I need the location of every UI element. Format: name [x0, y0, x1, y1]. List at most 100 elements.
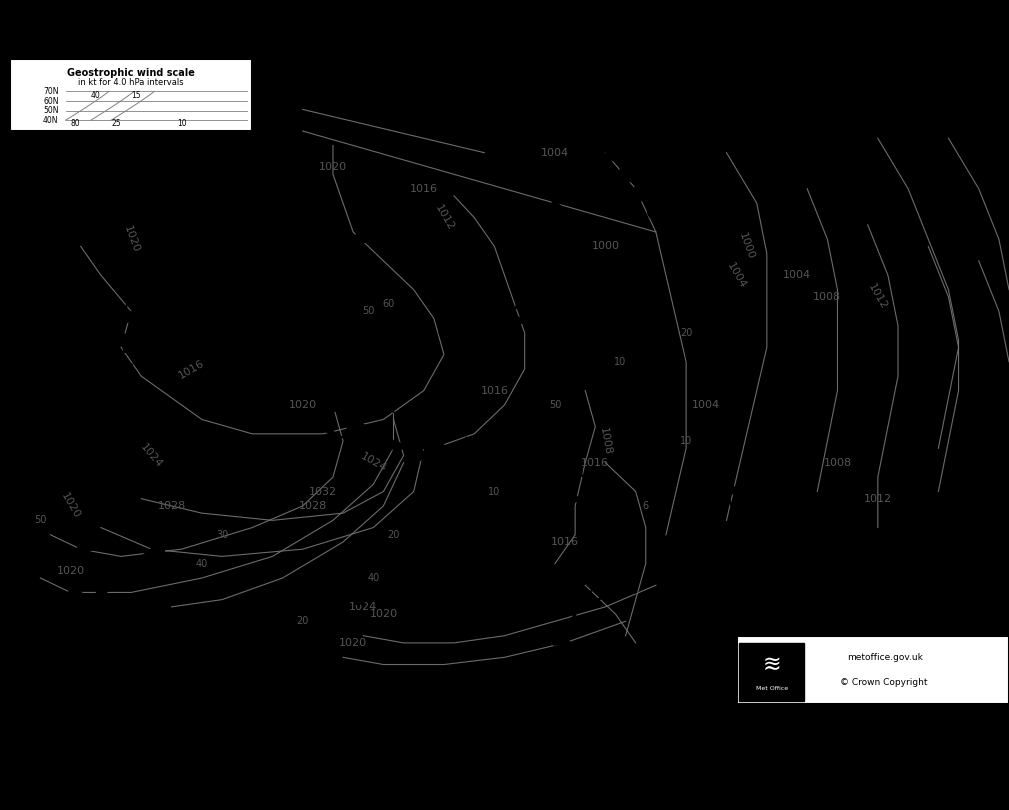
- Polygon shape: [393, 590, 406, 600]
- Polygon shape: [100, 424, 119, 440]
- Polygon shape: [141, 216, 160, 232]
- Polygon shape: [72, 563, 92, 578]
- Polygon shape: [554, 597, 569, 608]
- Polygon shape: [623, 584, 638, 595]
- Polygon shape: [464, 316, 477, 326]
- Polygon shape: [240, 247, 266, 265]
- Polygon shape: [692, 235, 709, 247]
- Text: 40: 40: [367, 573, 379, 583]
- Text: 1020: 1020: [369, 609, 398, 619]
- Polygon shape: [543, 219, 559, 232]
- Text: 1024: 1024: [138, 441, 164, 470]
- Polygon shape: [160, 529, 176, 539]
- Polygon shape: [264, 403, 283, 416]
- Polygon shape: [441, 457, 459, 469]
- Polygon shape: [690, 370, 707, 382]
- Text: 1020: 1020: [289, 400, 317, 410]
- Text: 1009: 1009: [18, 367, 63, 386]
- Text: 1024: 1024: [358, 451, 388, 474]
- Polygon shape: [302, 309, 318, 320]
- Polygon shape: [221, 379, 239, 392]
- Text: 999: 999: [704, 446, 739, 464]
- Polygon shape: [189, 304, 211, 324]
- Text: ×: ×: [195, 316, 205, 329]
- Text: 1010: 1010: [260, 302, 305, 320]
- Polygon shape: [620, 163, 640, 181]
- Polygon shape: [185, 350, 203, 362]
- Text: 1008: 1008: [321, 620, 365, 637]
- Text: 1012: 1012: [648, 612, 694, 630]
- Text: L: L: [579, 129, 591, 147]
- Text: L: L: [927, 417, 939, 436]
- Polygon shape: [569, 143, 586, 156]
- Text: © Crown Copyright: © Crown Copyright: [840, 678, 928, 687]
- Polygon shape: [325, 239, 346, 256]
- Text: 50N: 50N: [43, 106, 59, 115]
- Polygon shape: [474, 279, 487, 291]
- Polygon shape: [399, 437, 418, 448]
- Polygon shape: [81, 602, 102, 618]
- Text: 1006: 1006: [0, 468, 37, 486]
- Polygon shape: [316, 325, 332, 335]
- Polygon shape: [310, 256, 330, 273]
- Polygon shape: [63, 609, 83, 625]
- Text: 30: 30: [216, 530, 228, 539]
- Text: 1004: 1004: [783, 271, 811, 280]
- Polygon shape: [686, 292, 701, 305]
- Text: 1012: 1012: [867, 282, 889, 312]
- Text: 1020: 1020: [122, 224, 140, 254]
- Polygon shape: [466, 257, 483, 275]
- Polygon shape: [566, 492, 582, 505]
- Text: 1004: 1004: [725, 261, 748, 290]
- Text: H: H: [198, 287, 216, 307]
- Text: ×: ×: [656, 446, 666, 458]
- Text: metoffice.gov.uk: metoffice.gov.uk: [848, 653, 923, 662]
- Text: 1000: 1000: [591, 241, 620, 251]
- Polygon shape: [109, 378, 128, 394]
- Text: L: L: [731, 295, 743, 313]
- Polygon shape: [327, 400, 344, 412]
- Polygon shape: [685, 351, 701, 364]
- Polygon shape: [123, 309, 142, 324]
- Polygon shape: [523, 275, 540, 288]
- Text: 50: 50: [362, 306, 374, 316]
- Text: 1020: 1020: [57, 566, 85, 576]
- Polygon shape: [344, 355, 360, 365]
- Polygon shape: [204, 282, 225, 303]
- Polygon shape: [588, 480, 607, 492]
- Polygon shape: [719, 465, 736, 478]
- Text: 1012: 1012: [433, 202, 455, 232]
- Polygon shape: [374, 382, 390, 393]
- Text: 1011: 1011: [89, 367, 133, 386]
- Text: L: L: [352, 590, 364, 609]
- Text: 1033: 1033: [264, 468, 311, 486]
- Text: 1016: 1016: [178, 358, 206, 380]
- Text: 10: 10: [488, 487, 500, 497]
- Polygon shape: [576, 593, 591, 603]
- Polygon shape: [744, 541, 761, 553]
- Text: Geostrophic wind scale: Geostrophic wind scale: [68, 67, 195, 78]
- Polygon shape: [599, 589, 614, 599]
- Polygon shape: [686, 331, 701, 344]
- Polygon shape: [553, 633, 572, 646]
- Text: Forecast Chart (T+24) Valid 06 UTC WED 17 APR 2024: Forecast Chart (T+24) Valid 06 UTC WED 1…: [221, 62, 485, 73]
- Polygon shape: [768, 145, 792, 160]
- Polygon shape: [161, 100, 182, 116]
- Polygon shape: [347, 417, 363, 429]
- Polygon shape: [562, 162, 579, 175]
- Polygon shape: [816, 168, 840, 182]
- Polygon shape: [584, 502, 601, 514]
- Polygon shape: [345, 230, 369, 245]
- Polygon shape: [153, 147, 173, 162]
- Text: 1000: 1000: [738, 232, 756, 262]
- Polygon shape: [356, 570, 370, 581]
- Polygon shape: [330, 339, 346, 350]
- Text: 1016: 1016: [581, 458, 609, 467]
- Polygon shape: [82, 517, 101, 532]
- Text: 80: 80: [71, 119, 81, 128]
- Polygon shape: [731, 503, 748, 516]
- Text: 20: 20: [680, 328, 692, 338]
- Text: L: L: [413, 215, 425, 234]
- Text: 1004: 1004: [541, 147, 569, 158]
- FancyBboxPatch shape: [739, 643, 804, 701]
